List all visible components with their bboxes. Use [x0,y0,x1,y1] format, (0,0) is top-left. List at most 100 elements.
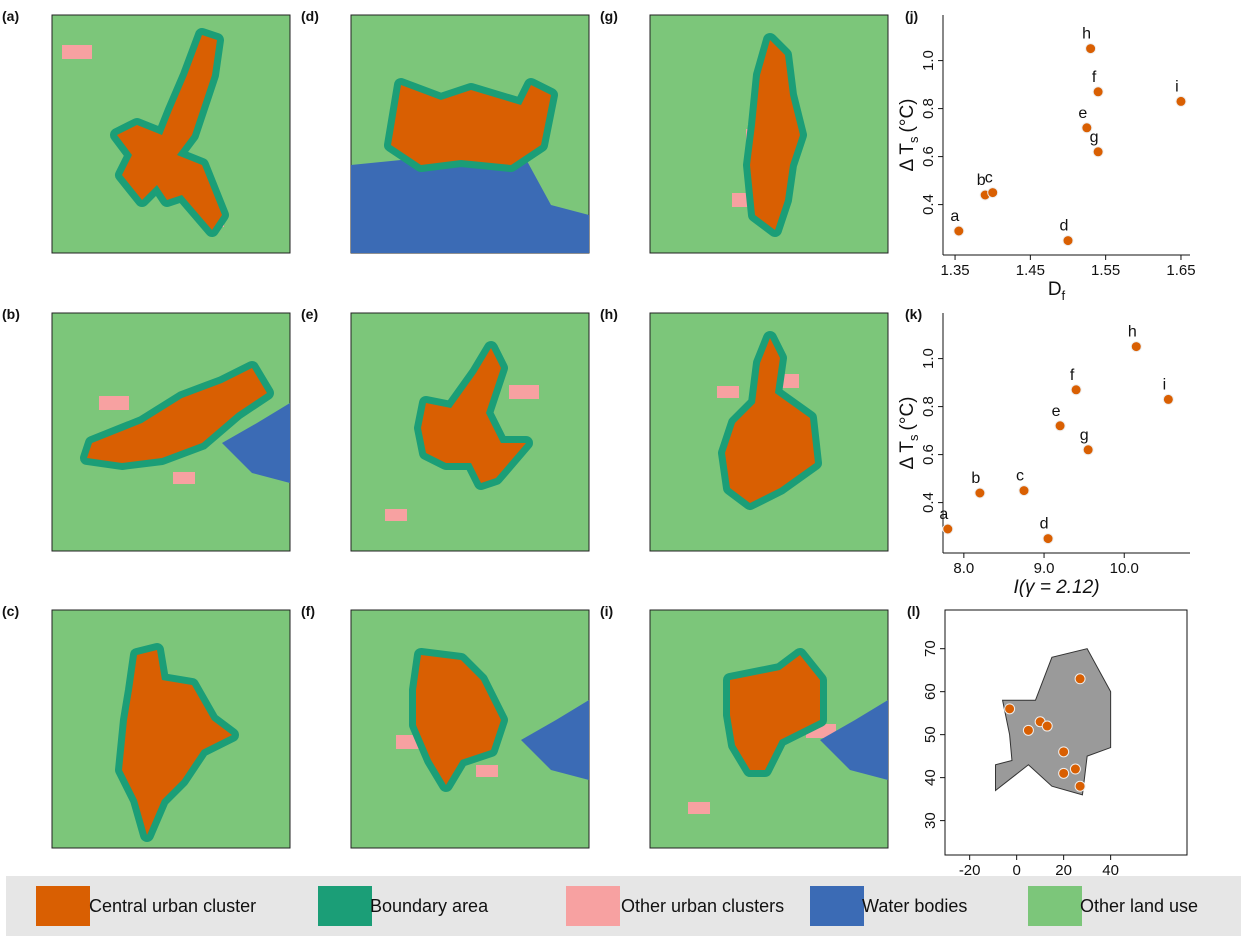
x-tick-label: 20 [1055,862,1072,879]
map-panel [52,15,290,253]
x-label-sub: f [1062,288,1066,303]
map-panel [650,313,888,551]
panel-label: (j) [905,8,918,24]
point-label: d [1040,516,1049,533]
legend-label: Water bodies [862,896,967,916]
other-urban [173,472,195,484]
map-panel [52,610,290,848]
point [1163,394,1173,404]
panel-label: (e) [301,306,318,322]
point-label: e [1078,105,1087,122]
panel-label: (h) [600,306,618,322]
other-urban [385,509,407,521]
panel-label: (b) [2,306,20,322]
x-tick-label: 0 [1012,862,1020,879]
map-panel [351,15,589,253]
legend-label: Other land use [1080,896,1198,916]
x-label-text: I(γ = 2.12) [1013,577,1099,598]
y-label-text: Δ T [897,143,918,172]
legend-swatch [318,886,372,926]
panel-label: (g) [600,8,618,24]
y-tick-label: 0.6 [920,444,937,465]
y-label: Δ Ts (°C) [897,98,921,171]
legend-swatch [566,886,620,926]
point [1075,674,1085,684]
x-label: I(γ = 2.12) [1013,577,1099,598]
point-label: g [1080,427,1089,444]
point [1075,781,1085,791]
other-urban [62,45,92,59]
y-tick-label: 50 [922,726,939,743]
urban-cluster [391,85,551,165]
x-tick-label: 10.0 [1110,560,1139,577]
map-panel [650,15,888,253]
point [988,188,998,198]
x-tick-label: 40 [1102,862,1119,879]
panel-label: (f) [301,603,315,619]
point-label: a [939,506,948,523]
x-tick-label: 1.65 [1166,262,1195,279]
x-label: Df [1048,279,1066,303]
point [1070,764,1080,774]
point [1131,342,1141,352]
x-tick-label: 1.55 [1091,262,1120,279]
point-label: i [1163,376,1167,393]
legend-label: Other urban clusters [621,896,784,916]
legend-label: Boundary area [370,896,489,916]
panel-label: (k) [905,306,922,322]
map-panel [351,313,589,551]
point [1042,721,1052,731]
point [1005,704,1015,714]
point-label: d [1060,218,1069,235]
point [1176,96,1186,106]
y-label-unit: (°C) [897,98,918,132]
legend-swatch [1028,886,1082,926]
point-label: a [950,208,959,225]
legend-label: Central urban cluster [89,896,256,916]
x-tick-label: 1.45 [1016,262,1045,279]
point [1043,534,1053,544]
panel-label: (i) [600,603,613,619]
y-tick-label: 70 [922,640,939,657]
point-label: c [1016,468,1024,485]
map-panel [351,610,589,848]
other-urban [509,385,539,399]
point-label: e [1052,403,1061,420]
legend-swatch [810,886,864,926]
point [1071,385,1081,395]
point [1023,725,1033,735]
point [1063,236,1073,246]
y-tick-label: 30 [922,812,939,829]
x-tick-label: 9.0 [1034,560,1055,577]
map-panel [650,610,888,848]
point [975,488,985,498]
y-tick-label: 40 [922,769,939,786]
point [1059,747,1069,757]
figure: (a)(b)(c)(d)(e)(f)(g)(h)(i)(j)1.351.451.… [0,0,1247,945]
y-label: Δ Ts(°C) [897,396,921,469]
point-label: b [971,470,980,487]
y-tick-label: 1.0 [920,50,937,71]
point [943,524,953,534]
y-label-unit: (°C) [897,396,918,430]
point [1059,768,1069,778]
y-tick-label: 0.6 [920,146,937,167]
y-tick-label: 60 [922,683,939,700]
other-urban [717,386,739,398]
point-label: h [1128,324,1137,341]
point-label: h [1082,26,1091,43]
y-tick-label: 0.8 [920,98,937,119]
x-label-text: D [1048,279,1062,300]
y-label-sub: s [906,136,921,143]
point [1019,486,1029,496]
x-tick-label: 8.0 [953,560,974,577]
panel-label: (d) [301,8,319,24]
y-label-text: Δ T [897,441,918,470]
panel-label: (c) [2,603,19,619]
y-tick-label: 0.4 [920,194,937,215]
y-tick-label: 0.8 [920,396,937,417]
point-label: f [1070,367,1075,384]
point [1083,445,1093,455]
point [1093,87,1103,97]
y-tick-label: 0.4 [920,492,937,513]
